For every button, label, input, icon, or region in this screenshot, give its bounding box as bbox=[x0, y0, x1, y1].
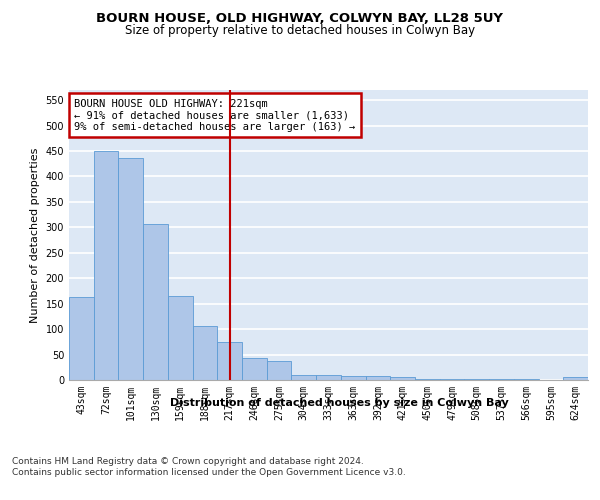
Text: BOURN HOUSE OLD HIGHWAY: 221sqm
← 91% of detached houses are smaller (1,633)
9% : BOURN HOUSE OLD HIGHWAY: 221sqm ← 91% of… bbox=[74, 98, 355, 132]
Bar bbox=[143, 224, 168, 380]
Bar bbox=[365, 376, 390, 380]
Bar bbox=[316, 375, 341, 380]
Bar bbox=[563, 378, 588, 380]
Bar bbox=[94, 151, 118, 380]
Text: Distribution of detached houses by size in Colwyn Bay: Distribution of detached houses by size … bbox=[170, 398, 508, 407]
Bar bbox=[267, 361, 292, 380]
Text: BOURN HOUSE, OLD HIGHWAY, COLWYN BAY, LL28 5UY: BOURN HOUSE, OLD HIGHWAY, COLWYN BAY, LL… bbox=[97, 12, 503, 26]
Bar bbox=[193, 326, 217, 380]
Bar bbox=[242, 358, 267, 380]
Bar bbox=[69, 297, 94, 380]
Bar bbox=[390, 378, 415, 380]
Bar bbox=[341, 376, 365, 380]
Bar bbox=[118, 158, 143, 380]
Bar bbox=[168, 296, 193, 380]
Bar bbox=[292, 375, 316, 380]
Text: Size of property relative to detached houses in Colwyn Bay: Size of property relative to detached ho… bbox=[125, 24, 475, 37]
Text: Contains HM Land Registry data © Crown copyright and database right 2024.
Contai: Contains HM Land Registry data © Crown c… bbox=[12, 458, 406, 477]
Bar bbox=[217, 342, 242, 380]
Y-axis label: Number of detached properties: Number of detached properties bbox=[30, 148, 40, 322]
